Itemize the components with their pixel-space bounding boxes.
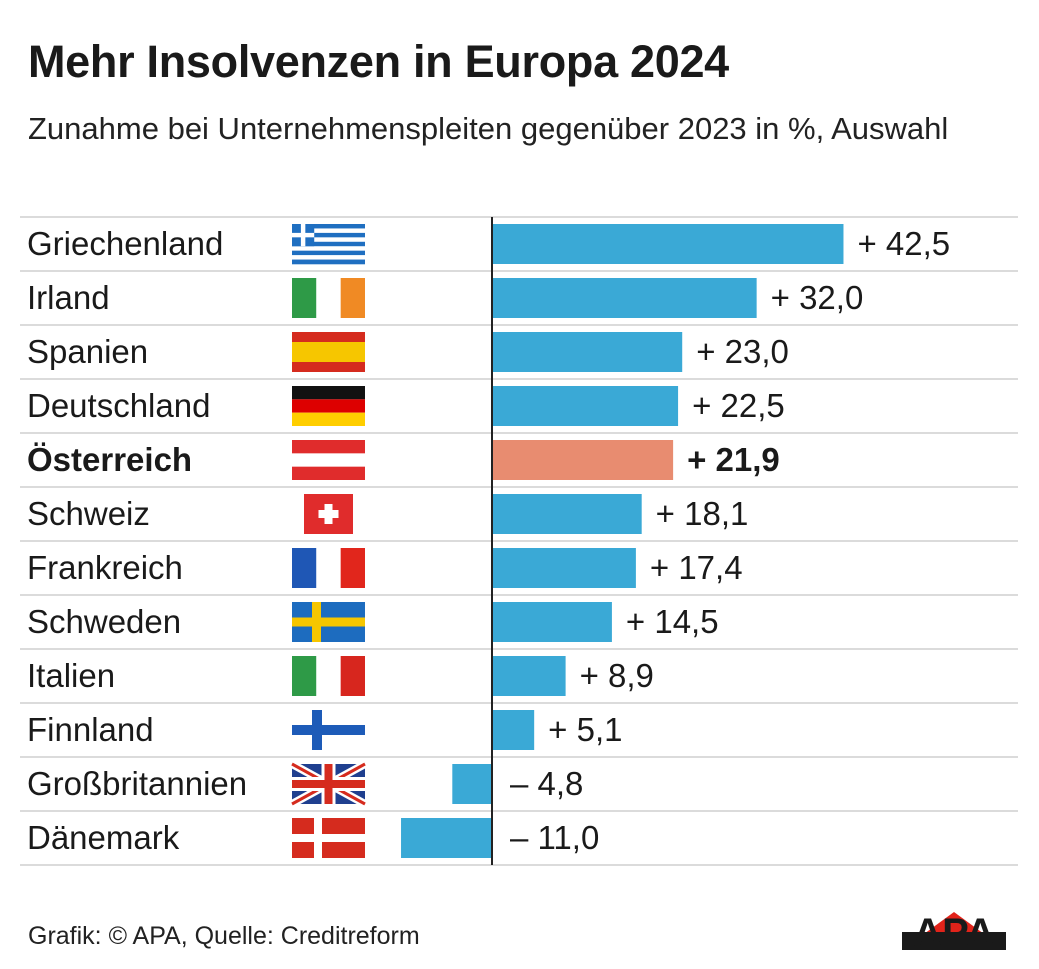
country-label: Deutschland bbox=[27, 387, 210, 424]
bar bbox=[492, 602, 612, 642]
country-label: Griechenland bbox=[27, 225, 223, 262]
value-label: – 11,0 bbox=[510, 819, 599, 856]
austria-flag-icon bbox=[292, 440, 365, 480]
value-label: + 8,9 bbox=[580, 657, 654, 694]
bar bbox=[492, 386, 679, 426]
greece-flag-icon bbox=[292, 224, 365, 265]
apa-logo-band bbox=[902, 932, 1006, 950]
bar bbox=[492, 710, 535, 750]
italy-flag-icon bbox=[292, 656, 365, 696]
chart-subtitle: Zunahme bei Unternehmenspleiten gegenübe… bbox=[28, 111, 949, 146]
country-label: Italien bbox=[27, 657, 115, 694]
bar bbox=[492, 656, 566, 696]
country-label: Schweiz bbox=[27, 495, 150, 532]
france-flag-icon bbox=[292, 548, 365, 588]
country-label: Frankreich bbox=[27, 549, 183, 586]
uk-flag-icon bbox=[290, 760, 367, 808]
bar-highlight bbox=[492, 440, 674, 480]
value-label: + 18,1 bbox=[656, 495, 749, 532]
spain-flag-icon bbox=[292, 332, 365, 372]
bar bbox=[492, 494, 642, 534]
value-label: + 42,5 bbox=[857, 225, 950, 262]
bar bbox=[492, 278, 757, 318]
country-label: Österreich bbox=[27, 441, 192, 478]
value-label: + 14,5 bbox=[626, 603, 719, 640]
value-label: + 32,0 bbox=[771, 279, 864, 316]
country-label: Großbritannien bbox=[27, 765, 247, 802]
bar bbox=[401, 818, 492, 858]
country-label: Spanien bbox=[27, 333, 148, 370]
sweden-flag-icon bbox=[292, 602, 365, 642]
value-label: + 22,5 bbox=[692, 387, 785, 424]
value-label: + 5,1 bbox=[548, 711, 622, 748]
apa-logo-text: APA bbox=[913, 911, 994, 954]
ireland-flag-icon bbox=[292, 278, 365, 318]
country-label: Finnland bbox=[27, 711, 154, 748]
apa-logo: APA bbox=[902, 911, 1006, 954]
value-label: + 21,9 bbox=[687, 441, 780, 478]
country-label: Schweden bbox=[27, 603, 181, 640]
value-label: – 4,8 bbox=[510, 765, 583, 802]
country-label: Irland bbox=[27, 279, 110, 316]
germany-flag-icon bbox=[292, 386, 365, 426]
finland-flag-icon bbox=[292, 710, 365, 750]
denmark-flag-icon bbox=[292, 818, 365, 858]
switzerland-flag-icon bbox=[304, 494, 353, 534]
bar-chart: Griechenland + 42,5 Irland + 32,0 Spanien + 2… bbox=[20, 216, 1018, 866]
chart-title: Mehr Insolvenzen in Europa 2024 bbox=[28, 36, 729, 87]
country-label: Dänemark bbox=[27, 819, 180, 856]
bar bbox=[492, 224, 844, 264]
value-label: + 17,4 bbox=[650, 549, 743, 586]
value-label: + 23,0 bbox=[696, 333, 789, 370]
bar bbox=[492, 548, 636, 588]
bar bbox=[452, 764, 492, 804]
bar bbox=[492, 332, 683, 372]
source-credit: Grafik: © APA, Quelle: Creditreform bbox=[28, 922, 420, 950]
